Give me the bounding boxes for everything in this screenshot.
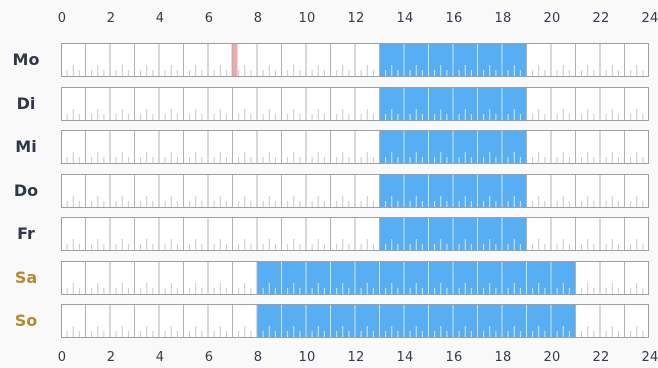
hour-label-bottom-18: 18 [494, 350, 512, 365]
hour-label-top-24: 24 [641, 11, 658, 26]
hour-label-bottom-14: 14 [396, 350, 414, 365]
hour-label-bottom-12: 12 [347, 350, 365, 365]
hour-label-top-22: 22 [592, 11, 610, 26]
hour-label-bottom-4: 4 [155, 350, 165, 365]
day-row-mo[interactable] [61, 43, 649, 77]
time-marker [231, 44, 238, 76]
hour-label-bottom-24: 24 [641, 350, 658, 365]
hour-label-bottom-2: 2 [106, 350, 116, 365]
day-row-sa[interactable] [61, 260, 649, 295]
day-row-do[interactable] [61, 173, 649, 208]
hour-label-bottom-10: 10 [298, 350, 316, 365]
day-row-so[interactable] [61, 304, 649, 338]
hour-label-top-2: 2 [106, 11, 116, 26]
day-row-fr[interactable] [61, 217, 649, 251]
timeline-svg [66, 44, 644, 76]
hour-label-bottom-6: 6 [204, 350, 214, 365]
hour-label-top-0: 0 [57, 11, 67, 26]
day-row-di[interactable] [61, 86, 649, 121]
hour-label-bottom-8: 8 [253, 350, 263, 365]
day-label-so: So [14, 311, 38, 330]
hour-label-top-6: 6 [204, 11, 214, 26]
hour-label-bottom-16: 16 [445, 350, 463, 365]
hour-label-top-16: 16 [445, 11, 463, 26]
timeline-svg [66, 305, 644, 337]
day-label-mo: Mo [12, 50, 40, 69]
day-row-mi[interactable] [61, 130, 649, 164]
hour-label-top-12: 12 [347, 11, 365, 26]
hour-label-top-4: 4 [155, 11, 165, 26]
hour-label-bottom-20: 20 [543, 350, 561, 365]
day-label-di: Di [16, 93, 36, 113]
timeline-svg [66, 218, 644, 250]
timeline-svg [66, 87, 644, 120]
hour-label-top-14: 14 [396, 11, 414, 26]
timeline-svg [66, 174, 644, 207]
day-label-mi: Mi [15, 137, 37, 156]
hour-label-top-18: 18 [494, 11, 512, 26]
hour-label-bottom-22: 22 [592, 350, 610, 365]
day-label-do: Do [13, 180, 39, 200]
day-label-fr: Fr [17, 224, 35, 243]
timeline-svg [66, 131, 644, 163]
hour-label-top-20: 20 [543, 11, 561, 26]
timeline-svg [66, 261, 644, 294]
hour-label-bottom-0: 0 [57, 350, 67, 365]
hour-label-top-10: 10 [298, 11, 316, 26]
hour-label-top-8: 8 [253, 11, 263, 26]
day-label-sa: Sa [14, 267, 38, 287]
